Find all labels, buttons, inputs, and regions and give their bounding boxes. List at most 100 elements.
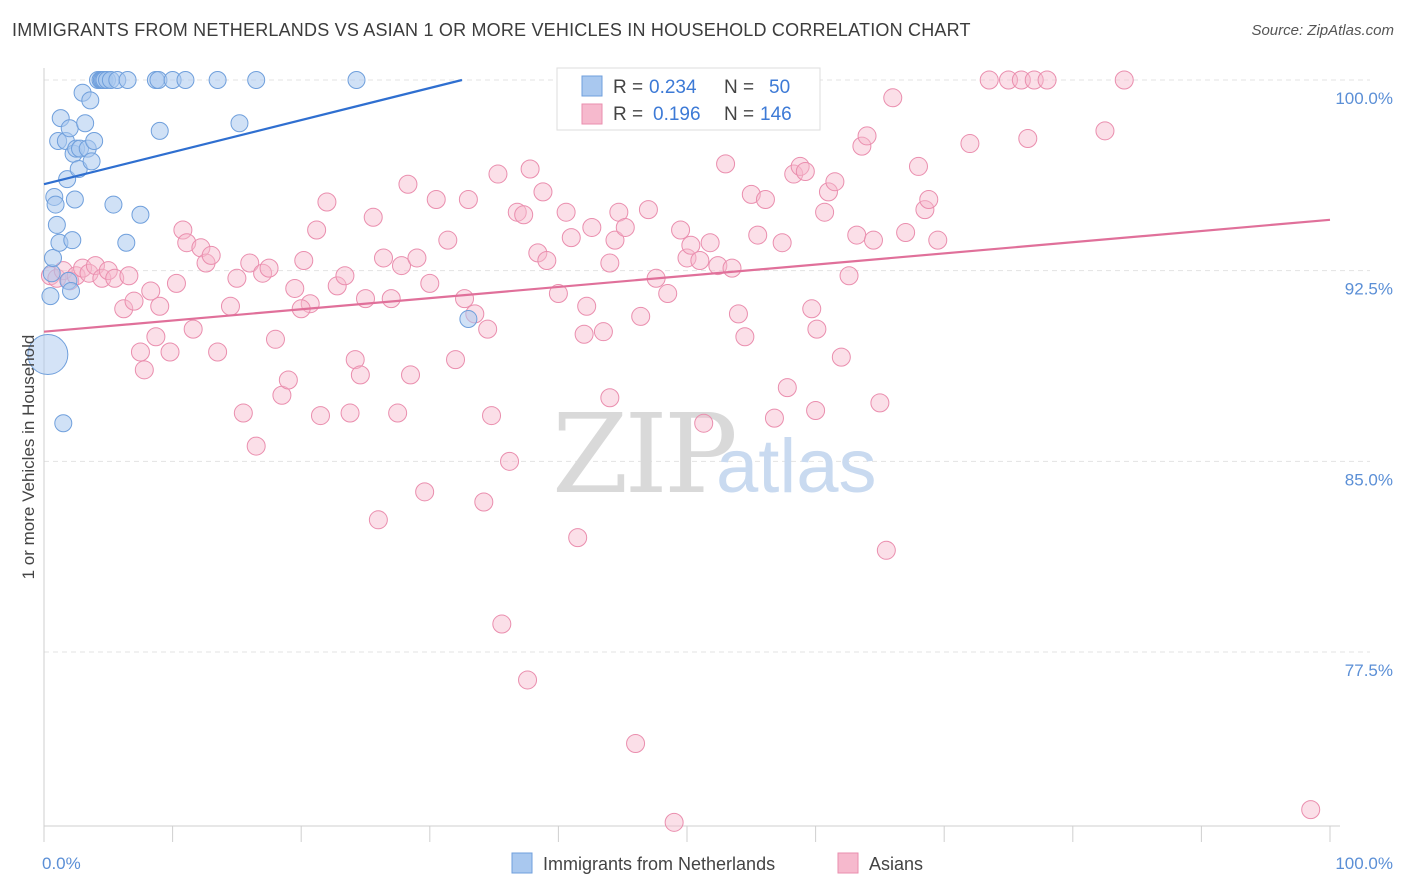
x-tick-label-min: 0.0% bbox=[42, 854, 81, 873]
asians-point-124 bbox=[839, 266, 859, 286]
asians-point-79 bbox=[537, 250, 557, 270]
asians-point-91 bbox=[615, 217, 635, 237]
asians-point-126 bbox=[852, 136, 872, 156]
asians-point-80 bbox=[548, 284, 568, 304]
asians-point-110 bbox=[748, 225, 768, 245]
netherlands-point-47 bbox=[247, 71, 266, 89]
netherlands-point-6 bbox=[47, 215, 66, 234]
netherlands-point-3 bbox=[44, 248, 63, 267]
asians-point-27 bbox=[208, 342, 228, 362]
asians-point-28 bbox=[220, 296, 240, 316]
asians-point-63 bbox=[446, 350, 466, 370]
asians-point-102 bbox=[694, 413, 714, 433]
asians-point-100 bbox=[681, 235, 701, 255]
asians-point-81 bbox=[556, 202, 576, 222]
asians-point-103 bbox=[700, 233, 720, 253]
asians-point-42 bbox=[310, 406, 330, 426]
asians-point-61 bbox=[426, 189, 446, 209]
x-tick-label-max: 100.0% bbox=[1335, 854, 1393, 873]
asians-point-56 bbox=[398, 174, 418, 194]
legend-n-label-2: N = bbox=[724, 104, 754, 125]
netherlands-point-27 bbox=[85, 132, 104, 151]
asians-point-89 bbox=[605, 230, 625, 250]
netherlands-point-14 bbox=[60, 119, 79, 138]
netherlands-point-18 bbox=[65, 190, 84, 209]
asians-point-133 bbox=[908, 156, 928, 176]
asians-point-51 bbox=[368, 510, 388, 530]
asians-point-48 bbox=[350, 365, 370, 385]
y-axis-title: 1 or more Vehicles in Household bbox=[19, 335, 38, 580]
netherlands-point-15 bbox=[62, 282, 81, 301]
asians-point-32 bbox=[246, 436, 266, 456]
legend-n-value-1: 50 bbox=[769, 77, 790, 98]
asians-point-134 bbox=[915, 200, 935, 220]
bottom-legend-swatch-asians bbox=[837, 852, 859, 874]
asians-point-64 bbox=[455, 289, 475, 309]
asians-point-16 bbox=[141, 281, 161, 301]
asians-point-144 bbox=[1095, 121, 1115, 141]
asians-point-113 bbox=[772, 233, 792, 253]
asians-point-22 bbox=[177, 233, 197, 253]
netherlands-point-45 bbox=[208, 71, 227, 89]
asians-point-19 bbox=[160, 342, 180, 362]
asians-point-84 bbox=[574, 324, 594, 344]
legend-r-value-2: 0.196 bbox=[653, 104, 701, 125]
netherlands-point-46 bbox=[230, 114, 249, 133]
netherlands-trend-line bbox=[43, 78, 463, 186]
asians-point-15 bbox=[134, 360, 154, 380]
asians-point-122 bbox=[825, 172, 845, 192]
asians-point-129 bbox=[870, 393, 890, 413]
asians-points bbox=[40, 70, 1321, 832]
watermark-zip: ZIP bbox=[552, 390, 735, 518]
asians-point-52 bbox=[374, 248, 394, 268]
netherlands-point-23 bbox=[76, 114, 95, 133]
asians-point-111 bbox=[755, 189, 775, 209]
asians-point-119 bbox=[807, 319, 827, 339]
asians-point-132 bbox=[896, 223, 916, 243]
asians-point-35 bbox=[265, 329, 285, 349]
asians-point-147 bbox=[806, 400, 826, 420]
asians-point-138 bbox=[979, 70, 999, 90]
asians-point-82 bbox=[561, 228, 581, 248]
watermark-atlas: atlas bbox=[716, 424, 877, 509]
legend-swatch-asians bbox=[581, 103, 603, 125]
netherlands-point-38 bbox=[118, 71, 137, 89]
y-tick-label-2: 92.5% bbox=[1345, 280, 1393, 299]
axes bbox=[43, 68, 1340, 842]
asians-point-53 bbox=[381, 289, 401, 309]
legend-r-value-1: 0.234 bbox=[649, 77, 697, 98]
netherlands-point-10 bbox=[54, 414, 73, 433]
trend-lines bbox=[43, 78, 1331, 333]
asians-point-114 bbox=[777, 378, 797, 398]
legend-n-label-1: N = bbox=[724, 77, 754, 98]
watermark: ZIP atlas bbox=[552, 390, 877, 518]
asians-point-74 bbox=[514, 205, 534, 225]
asians-point-55 bbox=[392, 256, 412, 276]
asians-point-34 bbox=[259, 258, 279, 278]
asians-point-145 bbox=[1114, 70, 1134, 90]
asians-point-94 bbox=[638, 200, 658, 220]
asians-trend-line bbox=[43, 218, 1331, 333]
source-credit: Source: ZipAtlas.com bbox=[1251, 22, 1394, 39]
bottom-legend-label-netherlands: Immigrants from Netherlands bbox=[543, 854, 775, 874]
netherlands-point-48 bbox=[347, 71, 366, 89]
asians-point-93 bbox=[631, 306, 651, 326]
y-tick-label-1: 85.0% bbox=[1345, 470, 1393, 489]
asians-point-23 bbox=[183, 319, 203, 339]
asians-point-128 bbox=[863, 230, 883, 250]
y-tick-labels: 77.5% 85.0% 92.5% 100.0% bbox=[1335, 89, 1393, 680]
asians-point-60 bbox=[420, 273, 440, 293]
asians-point-146 bbox=[1301, 800, 1321, 820]
netherlands-point-2 bbox=[42, 264, 61, 283]
netherlands-point-35 bbox=[104, 195, 123, 214]
asians-point-12 bbox=[119, 266, 139, 286]
asians-point-98 bbox=[671, 220, 691, 240]
asians-point-50 bbox=[363, 207, 383, 227]
asians-point-127 bbox=[857, 126, 877, 146]
asians-point-67 bbox=[474, 492, 494, 512]
bottom-legend: Immigrants from Netherlands Asians bbox=[511, 852, 923, 874]
asians-point-17 bbox=[146, 327, 166, 347]
asians-point-92 bbox=[626, 734, 646, 754]
asians-point-18 bbox=[150, 296, 170, 316]
